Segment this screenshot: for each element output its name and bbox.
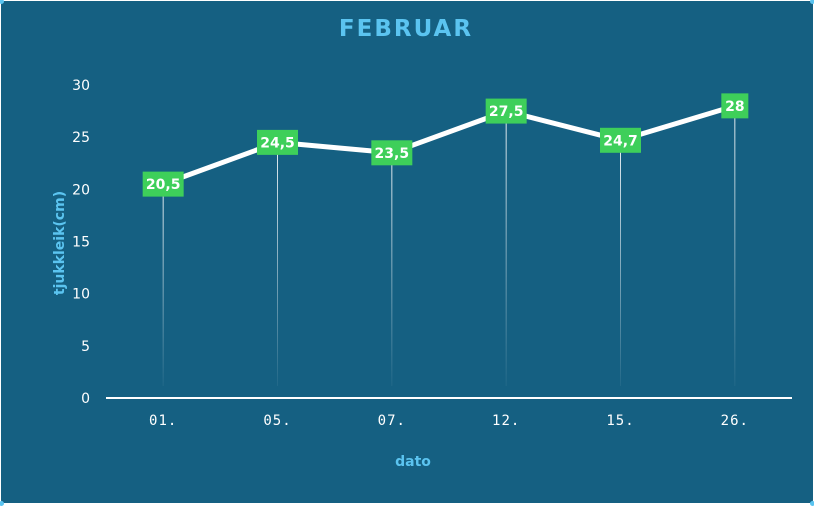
data-point-marker	[257, 129, 298, 155]
x-axis-label: dato	[395, 454, 431, 470]
y-tick-label: 20	[72, 182, 90, 198]
y-tick-label: 5	[81, 339, 90, 355]
x-tick-label: 05.	[263, 413, 291, 429]
drop-line	[620, 140, 621, 386]
drop-line	[505, 111, 507, 386]
data-label: 24,7	[603, 133, 638, 149]
y-axis-label: tjukkleik(cm)	[52, 191, 68, 295]
y-tick-label: 0	[81, 391, 90, 407]
series-line	[160, 103, 738, 187]
y-tick-label: 25	[72, 130, 90, 146]
data-label: 23,5	[375, 146, 410, 162]
data-label: 28	[725, 99, 744, 115]
data-label: 20,5	[146, 177, 181, 193]
y-tick-label: 10	[72, 287, 90, 303]
drop-line	[391, 152, 393, 386]
data-point-marker	[485, 98, 527, 124]
y-tick-label: 15	[72, 235, 90, 251]
corner-handle-bottom-right[interactable]	[810, 501, 814, 506]
chart-title: FEBRUAR	[338, 16, 474, 42]
data-point-marker	[371, 140, 413, 166]
data-point-marker	[600, 127, 641, 153]
data-label: 27,5	[489, 104, 524, 120]
x-tick-label: 15.	[606, 413, 634, 429]
corner-handle-bottom-left[interactable]	[0, 501, 4, 506]
drop-line	[734, 105, 736, 386]
corner-handle-top-left[interactable]	[0, 0, 4, 4]
y-tick-label: 30	[72, 78, 90, 94]
data-point-marker	[721, 93, 749, 119]
drop-line	[277, 142, 278, 386]
x-tick-label: 12.	[492, 413, 520, 429]
x-tick-label: 01.	[149, 413, 177, 429]
drop-line	[162, 184, 164, 386]
x-tick-label: 26.	[721, 413, 749, 429]
corner-handle-top-right[interactable]	[810, 0, 814, 4]
x-tick-label: 07.	[378, 413, 406, 429]
data-label: 24,5	[260, 135, 295, 151]
data-point-marker	[142, 171, 184, 197]
